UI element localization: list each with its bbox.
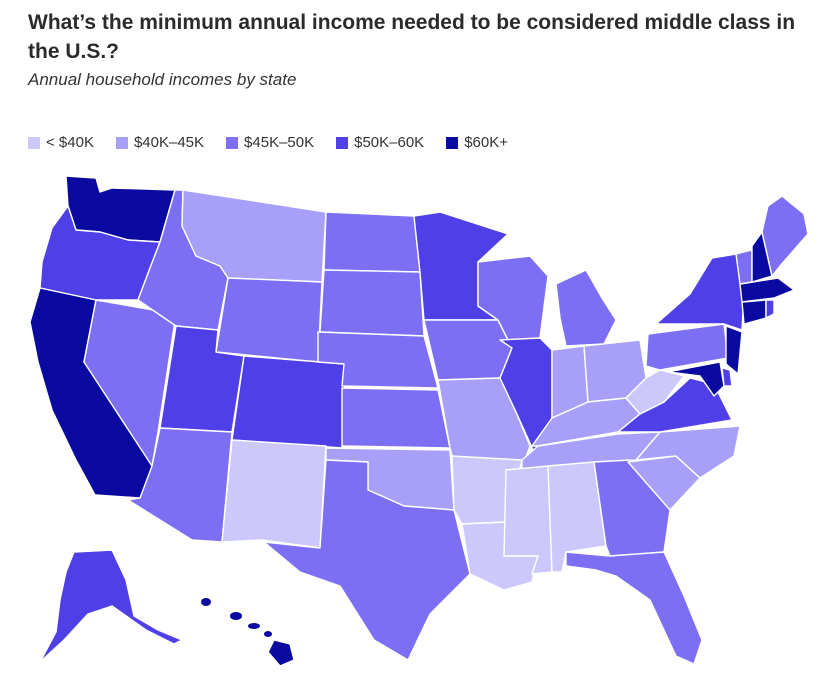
state-fl[interactable]: [565, 551, 703, 665]
legend-swatch: [226, 136, 239, 149]
chart-subtitle: Annual household incomes by state: [28, 70, 297, 89]
state-wv[interactable]: [625, 369, 685, 415]
legend-swatch: [28, 136, 40, 149]
legend-item: < $40K: [28, 134, 94, 151]
legend-label: $60K+: [464, 134, 508, 151]
state-nj[interactable]: [725, 325, 743, 375]
state-ak[interactable]: [39, 549, 183, 663]
state-co[interactable]: [231, 355, 347, 449]
state-ny[interactable]: [655, 253, 745, 331]
us-state-map: [29, 175, 809, 667]
legend-item: $45K–50K: [226, 134, 314, 151]
state-nd[interactable]: [323, 211, 421, 273]
state-tx[interactable]: [263, 459, 471, 661]
state-ct[interactable]: [741, 299, 767, 325]
state-pa[interactable]: [645, 323, 729, 371]
state-sd[interactable]: [319, 269, 425, 337]
legend-label: < $40K: [46, 134, 94, 151]
legend-label: $45K–50K: [244, 134, 315, 151]
state-ri[interactable]: [765, 299, 775, 319]
legend-label: $50K–60K: [354, 134, 425, 151]
legend-item: $40K–45K: [115, 134, 205, 151]
state-nm[interactable]: [221, 439, 327, 549]
legend-swatch: [336, 136, 349, 149]
legend-item: $50K–60K: [336, 134, 424, 151]
state-ia[interactable]: [423, 319, 513, 381]
state-hi[interactable]: [201, 598, 295, 667]
chart-title: What’s the minimum annual income needed …: [28, 11, 796, 63]
legend-label: $40K–45K: [133, 134, 205, 151]
state-wy[interactable]: [215, 277, 323, 363]
state-mi[interactable]: [555, 269, 617, 347]
state-md[interactable]: [667, 361, 725, 397]
legend-swatch: [115, 136, 128, 149]
state-ks[interactable]: [341, 387, 451, 449]
legend: < $40K $40K–45K $45K–50K $50K–60K $60K+: [28, 134, 530, 151]
state-me[interactable]: [761, 195, 809, 277]
legend-swatch: [446, 136, 459, 149]
state-ne[interactable]: [317, 331, 439, 389]
legend-item: $60K+: [446, 134, 508, 151]
state-ma[interactable]: [739, 277, 795, 303]
